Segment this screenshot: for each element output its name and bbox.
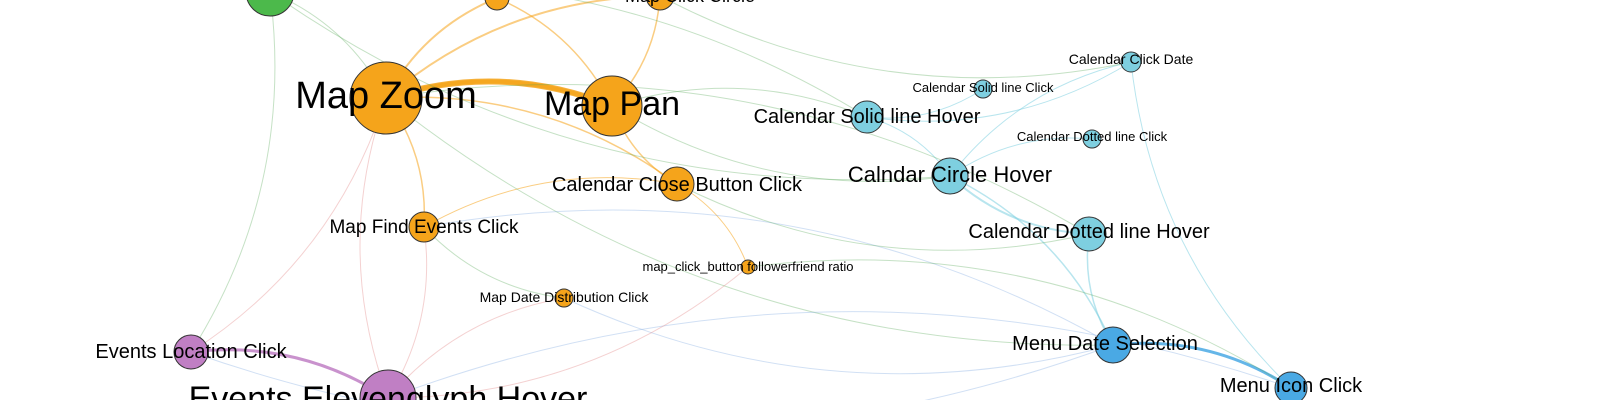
edge-map-zoom-to-map-click-circle — [385, 0, 613, 99]
edge-map-zoom-to-menu-date-selection — [385, 97, 1114, 346]
edge-top-green-node-to-calndar-circle-hover — [280, 0, 951, 181]
node-label-map-find-events-click: Map Find Events Click — [329, 217, 519, 238]
node-label-calendar-solid-line-click: Calendar Solid line Click — [913, 80, 1054, 95]
edge-map-pan-to-calendar-solid-line-hover — [611, 87, 868, 118]
node-label-map-click-button-followerfriend-ratio: map_click_button followerfriend ratio — [643, 259, 854, 274]
edge-map-zoom-to-calendar-close-button-click — [385, 96, 678, 185]
edge-map-click-circle-to-calendar-click-date — [666, 0, 1132, 79]
node-label-calendar-click-date: Calendar Click Date — [1069, 51, 1194, 67]
node-map-date-distribution-click[interactable] — [554, 288, 574, 308]
node-menu-date-selection[interactable] — [1094, 326, 1132, 364]
node-events-eleven-glyph-hover[interactable] — [359, 369, 417, 400]
edge-map-zoom-to-calendar-dotted-line-hover — [385, 84, 1090, 235]
node-events-location-click[interactable] — [173, 334, 209, 370]
node-label-map-pan: Map Pan — [544, 85, 680, 123]
node-label-menu-date-selection: Menu Date Selection — [1012, 333, 1198, 355]
node-calendar-dotted-line-click[interactable] — [1082, 129, 1102, 149]
node-map-pan[interactable] — [581, 75, 643, 137]
node-label-map-click-circle: Map Click Circle — [625, 0, 755, 6]
edge-map-pan-to-calndar-circle-hover — [611, 105, 951, 182]
node-calendar-solid-line-hover[interactable] — [850, 100, 884, 134]
edge-calendar-close-button-click-to-map-find-events-click — [423, 177, 678, 228]
labels-layer: Map Zoom Map Pan Map Click Circle Calendar … — [95, 0, 1363, 400]
node-calendar-close-button-click[interactable] — [659, 166, 695, 202]
edge-map-date-distribution-click-to-menu-date-selection — [563, 297, 1114, 375]
node-map-click-circle[interactable] — [646, 0, 674, 11]
node-label-events-eleven-glyph-hover: Events Elevenglyph Hover — [189, 380, 588, 400]
edge-events-location-click-to-menu-date-selection — [190, 344, 1114, 400]
edge-calendar-click-date-to-calendar-solid-line-hover — [866, 61, 1132, 122]
node-map-zoom[interactable] — [349, 61, 423, 135]
edge-calendar-click-date-to-calndar-circle-hover — [949, 61, 1132, 177]
edge-events-location-click-to-top-green-node — [190, 0, 276, 353]
node-menu-icon-click[interactable] — [1274, 371, 1308, 400]
edge-calndar-circle-hover-to-menu-date-selection — [949, 175, 1114, 346]
node-top-orange-node[interactable] — [484, 0, 510, 11]
edge-calendar-close-button-click-to-calendar-dotted-line-hover — [676, 183, 1090, 251]
node-label-map-zoom: Map Zoom — [295, 75, 477, 117]
node-label-calendar-close-button-click: Calendar Close Button Click — [552, 174, 803, 196]
node-label-calendar-dotted-line-click: Calendar Dotted line Click — [1017, 129, 1168, 144]
node-label-calendar-solid-line-hover: Calendar Solid line Hover — [754, 106, 981, 128]
node-label-calendar-dotted-line-hover: Calendar Dotted line Hover — [968, 221, 1210, 243]
edge-map-find-events-click-to-menu-date-selection — [423, 209, 1114, 346]
edge-events-eleven-glyph-hover-to-menu-icon-click — [387, 311, 1292, 399]
node-calendar-solid-line-click[interactable] — [973, 79, 993, 99]
edge-calendar-click-date-to-menu-icon-click — [1130, 61, 1292, 389]
node-calendar-dotted-line-hover[interactable] — [1071, 216, 1107, 252]
edge-map-zoom-to-events-eleven-glyph-hover — [359, 97, 389, 399]
node-label-calndar-circle-hover: Calndar Circle Hover — [848, 162, 1052, 187]
nodes-layer — [173, 0, 1308, 400]
edge-map-date-distribution-click-to-map-find-events-click — [423, 226, 565, 299]
node-label-events-location-click: Events Location Click — [95, 341, 287, 363]
edge-top-green-node-to-calendar-solid-line-hover — [573, 0, 868, 118]
edge-map-click-button-followerfriend-ratio-to-events-eleven-glyph-hover — [387, 266, 749, 399]
edge-menu-date-selection-to-menu-icon-click — [1112, 341, 1292, 390]
node-top-green-node[interactable] — [246, 0, 294, 17]
node-map-find-events-click[interactable] — [408, 211, 440, 243]
node-map-click-button-followerfriend-ratio[interactable] — [740, 259, 756, 275]
edge-map-click-button-followerfriend-ratio-to-menu-icon-click — [747, 259, 1292, 389]
node-calendar-click-date[interactable] — [1120, 51, 1142, 73]
node-calndar-circle-hover[interactable] — [931, 157, 969, 195]
edge-map-zoom-to-events-location-click — [190, 97, 387, 353]
node-label-menu-icon-click: Menu Icon Click — [1220, 375, 1363, 397]
node-label-map-date-distribution-click: Map Date Distribution Click — [480, 289, 650, 305]
